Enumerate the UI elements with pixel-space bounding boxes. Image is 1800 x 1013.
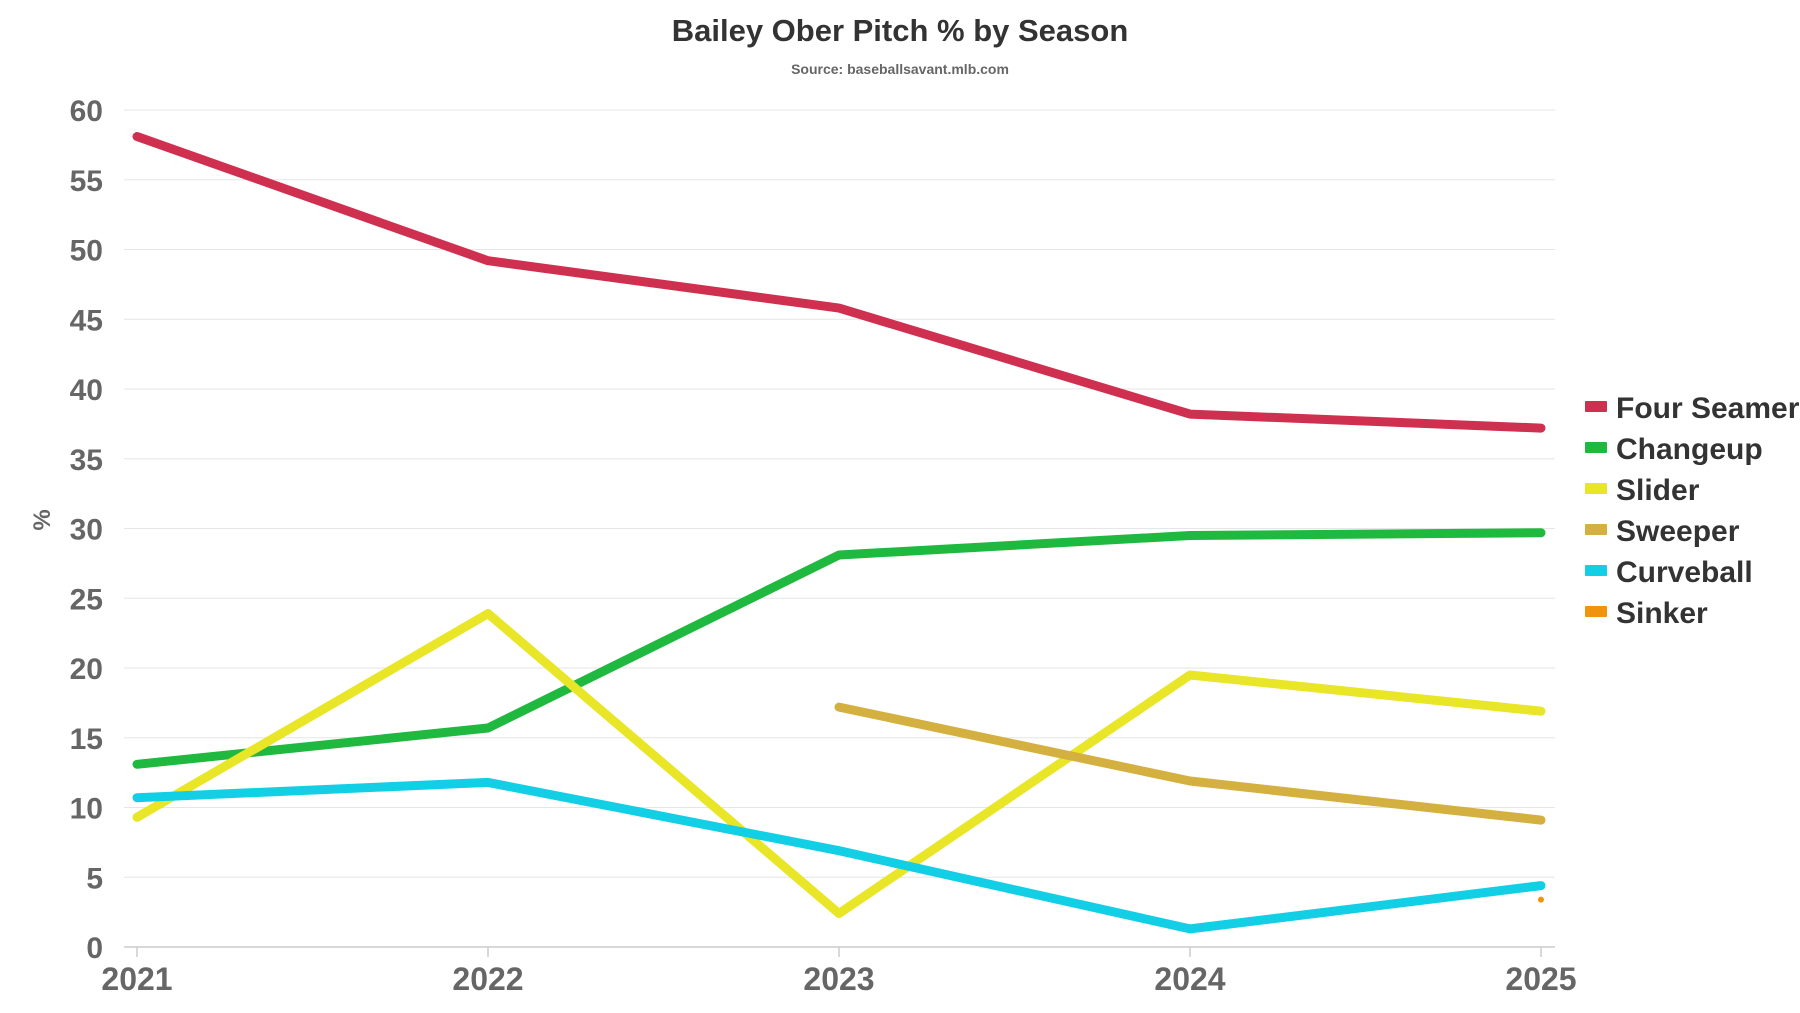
x-tick-label: 2023 — [803, 961, 874, 997]
legend: Four Seamer Changeup Slider Sweeper Curvebal… — [1585, 392, 1800, 630]
legend-swatch-changeup — [1585, 442, 1607, 453]
y-tick-label: 35 — [70, 444, 103, 477]
legend-swatch-four-seamer — [1585, 401, 1607, 412]
legend-swatch-sweeper — [1585, 524, 1607, 535]
series-lines — [132, 132, 1546, 934]
y-tick-label: 0 — [86, 932, 103, 965]
y-tick-label: 15 — [70, 723, 103, 756]
series-line-curveball — [132, 777, 1546, 934]
series-line-changeup — [132, 528, 1546, 769]
legend-label-four-seamer: Four Seamer — [1616, 392, 1800, 425]
y-tick-label: 55 — [70, 165, 103, 198]
legend-swatch-sinker — [1585, 606, 1607, 617]
y-tick-label: 60 — [70, 95, 103, 128]
x-tick-label: 2025 — [1505, 961, 1576, 997]
y-tick-label: 25 — [70, 583, 103, 616]
chart-title: Bailey Ober Pitch % by Season — [672, 13, 1129, 48]
x-tick-label: 2021 — [101, 961, 172, 997]
y-tick-label: 30 — [70, 514, 103, 547]
x-tick-label: 2022 — [452, 961, 523, 997]
y-tick-label: 20 — [70, 653, 103, 686]
legend-swatch-slider — [1585, 483, 1607, 494]
y-tick-label: 40 — [70, 374, 103, 407]
series-line-sweeper — [834, 702, 1546, 825]
series-point-sinker — [1538, 896, 1544, 903]
x-tick-label: 2024 — [1154, 961, 1225, 997]
y-tick-label: 50 — [70, 235, 103, 268]
y-tick-label: 10 — [70, 793, 103, 826]
legend-label-sinker: Sinker — [1616, 597, 1708, 630]
legend-label-sweeper: Sweeper — [1616, 515, 1740, 548]
series-line-four-seamer — [132, 132, 1546, 433]
gridlines — [124, 109, 1555, 948]
series-line-slider — [132, 609, 1546, 918]
chart-subtitle: Source: baseballsavant.mlb.com — [791, 61, 1009, 77]
x-axis-ticks: 2021 2022 2023 2024 2025 — [101, 947, 1577, 997]
legend-swatch-curveball — [1585, 565, 1607, 576]
y-tick-label: 45 — [70, 304, 103, 337]
legend-label-changeup: Changeup — [1616, 433, 1763, 466]
legend-label-slider: Slider — [1616, 474, 1700, 507]
legend-label-curveball: Curveball — [1616, 556, 1753, 589]
y-axis-ticks: 0 5 10 15 20 25 30 35 40 45 50 55 60 — [70, 95, 103, 965]
y-axis-label: % — [29, 509, 56, 530]
y-tick-label: 5 — [86, 862, 103, 895]
